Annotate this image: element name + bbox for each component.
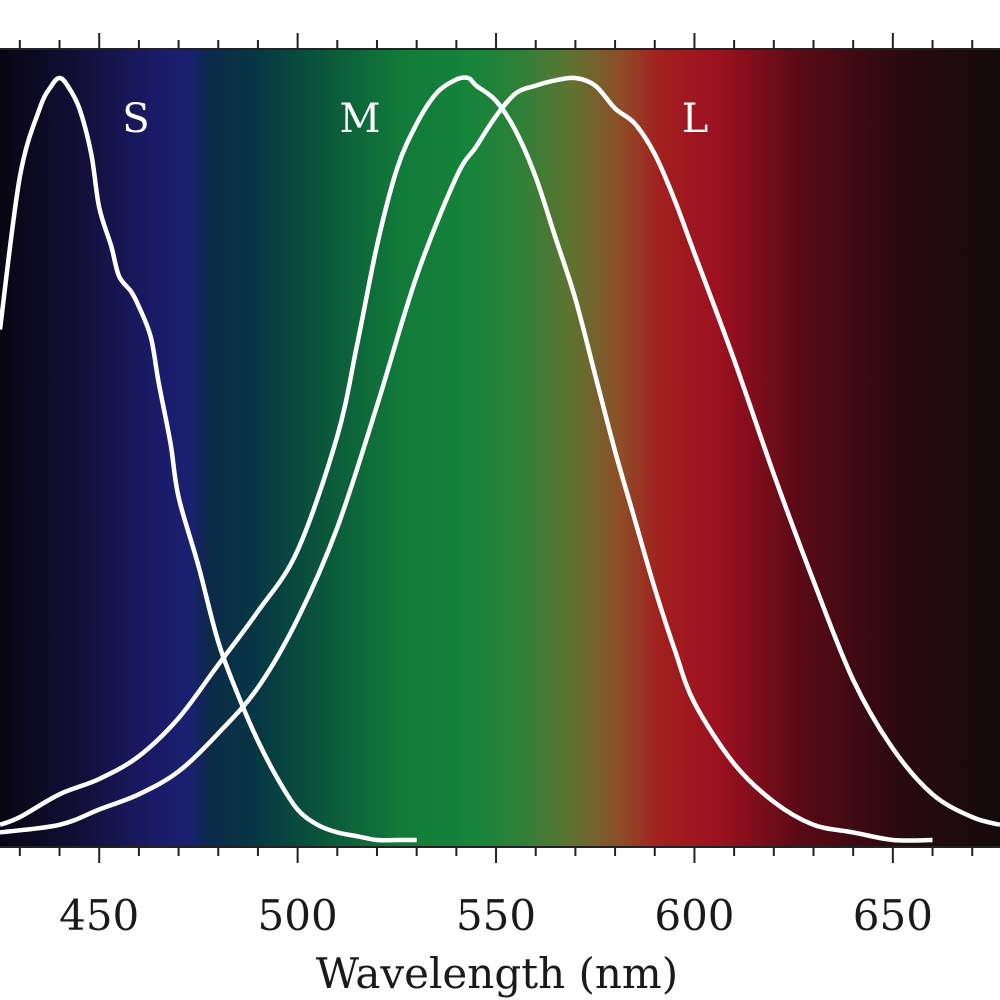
sensitivity-curves — [0, 75, 1000, 843]
x-tick-label: 500 — [258, 891, 338, 940]
x-axis-title: Wavelength (nm) — [316, 949, 678, 998]
curve-s-cone — [0, 75, 417, 843]
x-axis-ticks — [18, 33, 974, 863]
x-tick-label: 600 — [654, 891, 734, 940]
series-label-s: S — [122, 96, 149, 142]
x-tick-label: 550 — [456, 891, 536, 940]
x-tick-label: 650 — [853, 891, 933, 940]
series-label-l: L — [682, 96, 709, 142]
spectrum-background — [0, 50, 1000, 847]
x-tick-labels: 450 500 550 600 650 — [59, 891, 933, 940]
curve-m-cone — [0, 75, 933, 843]
x-tick-label: 450 — [59, 891, 139, 940]
series-label-m: M — [340, 96, 381, 142]
curve-l-cone — [0, 75, 1000, 835]
